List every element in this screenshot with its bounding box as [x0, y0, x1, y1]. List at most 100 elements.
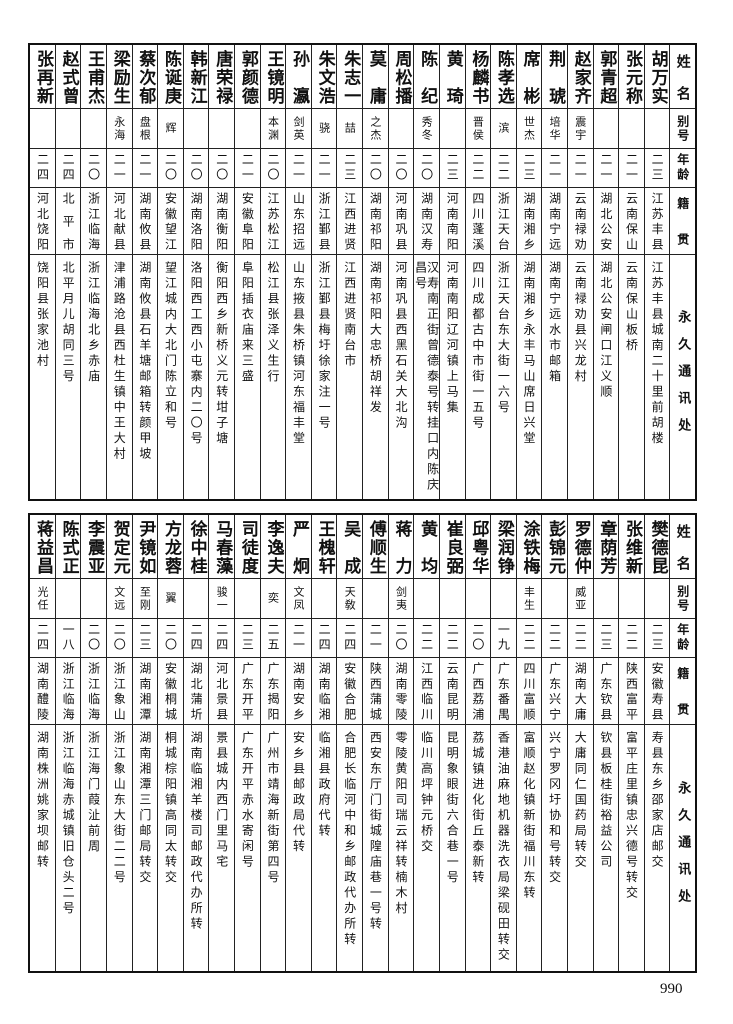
address-cell: 景县城内西门里马宅: [209, 725, 234, 971]
age-text: 一八: [61, 623, 76, 653]
alias-cell: [542, 579, 567, 619]
native-text: 湖南洛阳: [189, 192, 204, 250]
header-cell-alias: 别号: [670, 579, 695, 619]
header-label: 籍贯: [675, 197, 690, 245]
alias-cell: 震宇: [567, 109, 593, 149]
person-record: 吴成 天敎 二四 安徽合肥 合肥长临河中和乡邮政代办所转: [336, 515, 363, 971]
address-cell: 临川高坪钟元桥交: [414, 725, 439, 971]
alias-text: 丰生: [522, 585, 536, 612]
header-label: 永久通讯处: [675, 780, 691, 916]
age-cell: 二二: [516, 619, 542, 658]
person-record: 周松播 二〇 河南巩县 河南巩县西黑石关大北沟: [387, 45, 414, 499]
age-text: 二二: [470, 153, 485, 183]
person-record: 杨麟书 晋侯 二二 四川蓬溪 四川成都古中市街一五号: [464, 45, 491, 499]
age-text: 二三: [342, 153, 357, 183]
alias-text: 文远: [112, 585, 126, 612]
alias-cell: [55, 579, 81, 619]
address-text: 饶阳县张家池村: [35, 261, 50, 370]
alias-cell: [644, 109, 670, 149]
header-cell-address: 永久通讯处: [670, 255, 695, 499]
alias-cell: 至刚: [132, 579, 158, 619]
person-record: 尹镜如 至刚 二三 湖南湘潭 湖南湘潭三门邮局转交: [131, 515, 158, 971]
age-text: 二三: [650, 153, 665, 183]
name-cell: 孙瀛: [286, 45, 311, 109]
alias-cell: 喆: [337, 109, 363, 149]
alias-cell: [55, 109, 81, 149]
name-cell: 梁润铮: [491, 515, 516, 579]
age-cell: 二一: [286, 619, 311, 658]
address-cell: 临湘县政府代转: [312, 725, 337, 971]
age-cell: 二三: [337, 149, 363, 188]
age-text: 二三: [598, 623, 613, 653]
name-text: 蔡次郁: [135, 49, 156, 104]
age-cell: 二〇: [183, 149, 209, 188]
native-cell: 湖南醴陵: [30, 658, 55, 725]
native-text: 安徽阜阳: [240, 192, 255, 250]
name-text: 荆琥: [545, 49, 566, 104]
native-cell: 河北景县: [209, 658, 235, 725]
header-cell-native: 籍贯: [670, 658, 695, 725]
address-text: 浙江天台东大街一六号: [496, 261, 511, 416]
name-cell: 司徒度: [235, 515, 260, 579]
age-text: 二〇: [163, 153, 178, 183]
name-text: 席彬: [519, 49, 540, 104]
age-text: 二四: [61, 153, 76, 183]
age-text: 二二: [522, 623, 537, 653]
age-text: 二一: [240, 153, 255, 183]
native-cell: 云南保山: [619, 188, 644, 255]
person-record: 莫庸 之杰 二〇 湖南祁阳 湖南祁阳大忠桥胡祥发: [362, 45, 388, 499]
age-cell: 二一: [593, 149, 619, 188]
native-cell: 湖南宁远: [542, 188, 567, 255]
name-text: 方龙蓉: [161, 519, 181, 574]
alias-cell: 威亚: [567, 579, 593, 619]
address-text: 寿县东乡邵家店邮交: [650, 731, 665, 871]
header-cell-name: 姓名: [670, 45, 695, 109]
native-text: 湖南安乡: [291, 662, 306, 720]
name-cell: 唐荣禄: [209, 45, 235, 109]
person-record: 王槐轩 二四 湖南临湘 临湘县政府代转: [310, 515, 337, 971]
native-cell: 广西荔浦: [465, 658, 491, 725]
age-cell: 二四: [311, 619, 337, 658]
alias-cell: [619, 109, 644, 149]
person-record: 韩新江 二〇 湖南洛阳 洛阳西工西小屯寨内二〇号: [182, 45, 209, 499]
address-text: 桐城棕阳镇高同太转交: [163, 731, 178, 886]
native-cell: 浙江鄞县: [311, 188, 337, 255]
name-text: 朱志一: [340, 49, 361, 104]
age-text: 二四: [35, 153, 50, 183]
native-cell: 广东兴宁: [542, 658, 567, 725]
name-text: 傅顺生: [365, 519, 386, 574]
address-cell: 饶阳县张家池村: [30, 255, 55, 499]
person-record: 梁励生 永海 二一 河北献县 津浦路沧县西杜生镇中王大村: [105, 45, 132, 499]
alias-text: 培华: [548, 115, 562, 142]
age-cell: 二〇: [260, 149, 286, 188]
address-cell: 寿县东乡邵家店邮交: [645, 725, 670, 971]
name-text: 蒋力: [391, 519, 412, 574]
name-text: 贺定元: [109, 519, 130, 574]
name-cell: 彭锦元: [542, 515, 567, 579]
address-cell: 山东掖县朱桥镇河东福丰堂: [286, 255, 311, 499]
address-cell: 浙江象山东大街二二号: [107, 725, 132, 971]
age-cell: 二三: [644, 619, 670, 658]
age-cell: 二二: [567, 619, 593, 658]
age-cell: 二〇: [106, 619, 132, 658]
address-text: 松江县张泽义生行: [265, 261, 280, 385]
alias-text: 天敎: [343, 585, 357, 612]
age-text: 二三: [445, 153, 460, 183]
name-cell: 尹镜如: [132, 515, 158, 579]
native-text: 浙江象山: [112, 662, 127, 720]
native-cell: 江苏丰县: [644, 188, 670, 255]
alias-cell: [465, 579, 491, 619]
address-text: 湖南宁远水市邮箱: [547, 261, 562, 385]
name-cell: 方龙蓉: [158, 515, 183, 579]
address-text: 浙江海门葭沚前周: [86, 731, 101, 855]
address-text: 钦县板桂街裕益公司: [598, 731, 613, 871]
address-text: 浙江鄞县梅圩徐家注一号: [317, 261, 332, 432]
address-cell: 衡阳西乡新桥义元转坩子塘: [209, 255, 234, 499]
address-cell: 富顺赵化镇新街福川东转: [517, 725, 542, 971]
address-cell: 湖北公安闸口江义顺: [594, 255, 619, 499]
age-cell: 二五: [260, 619, 286, 658]
person-record: 唐荣禄 二〇 湖南衡阳 衡阳西乡新桥义元转坩子塘: [208, 45, 235, 499]
age-cell: 二四: [30, 619, 55, 658]
native-cell: 湖北蒲圻: [183, 658, 209, 725]
native-text: 安徽合肥: [342, 662, 357, 720]
